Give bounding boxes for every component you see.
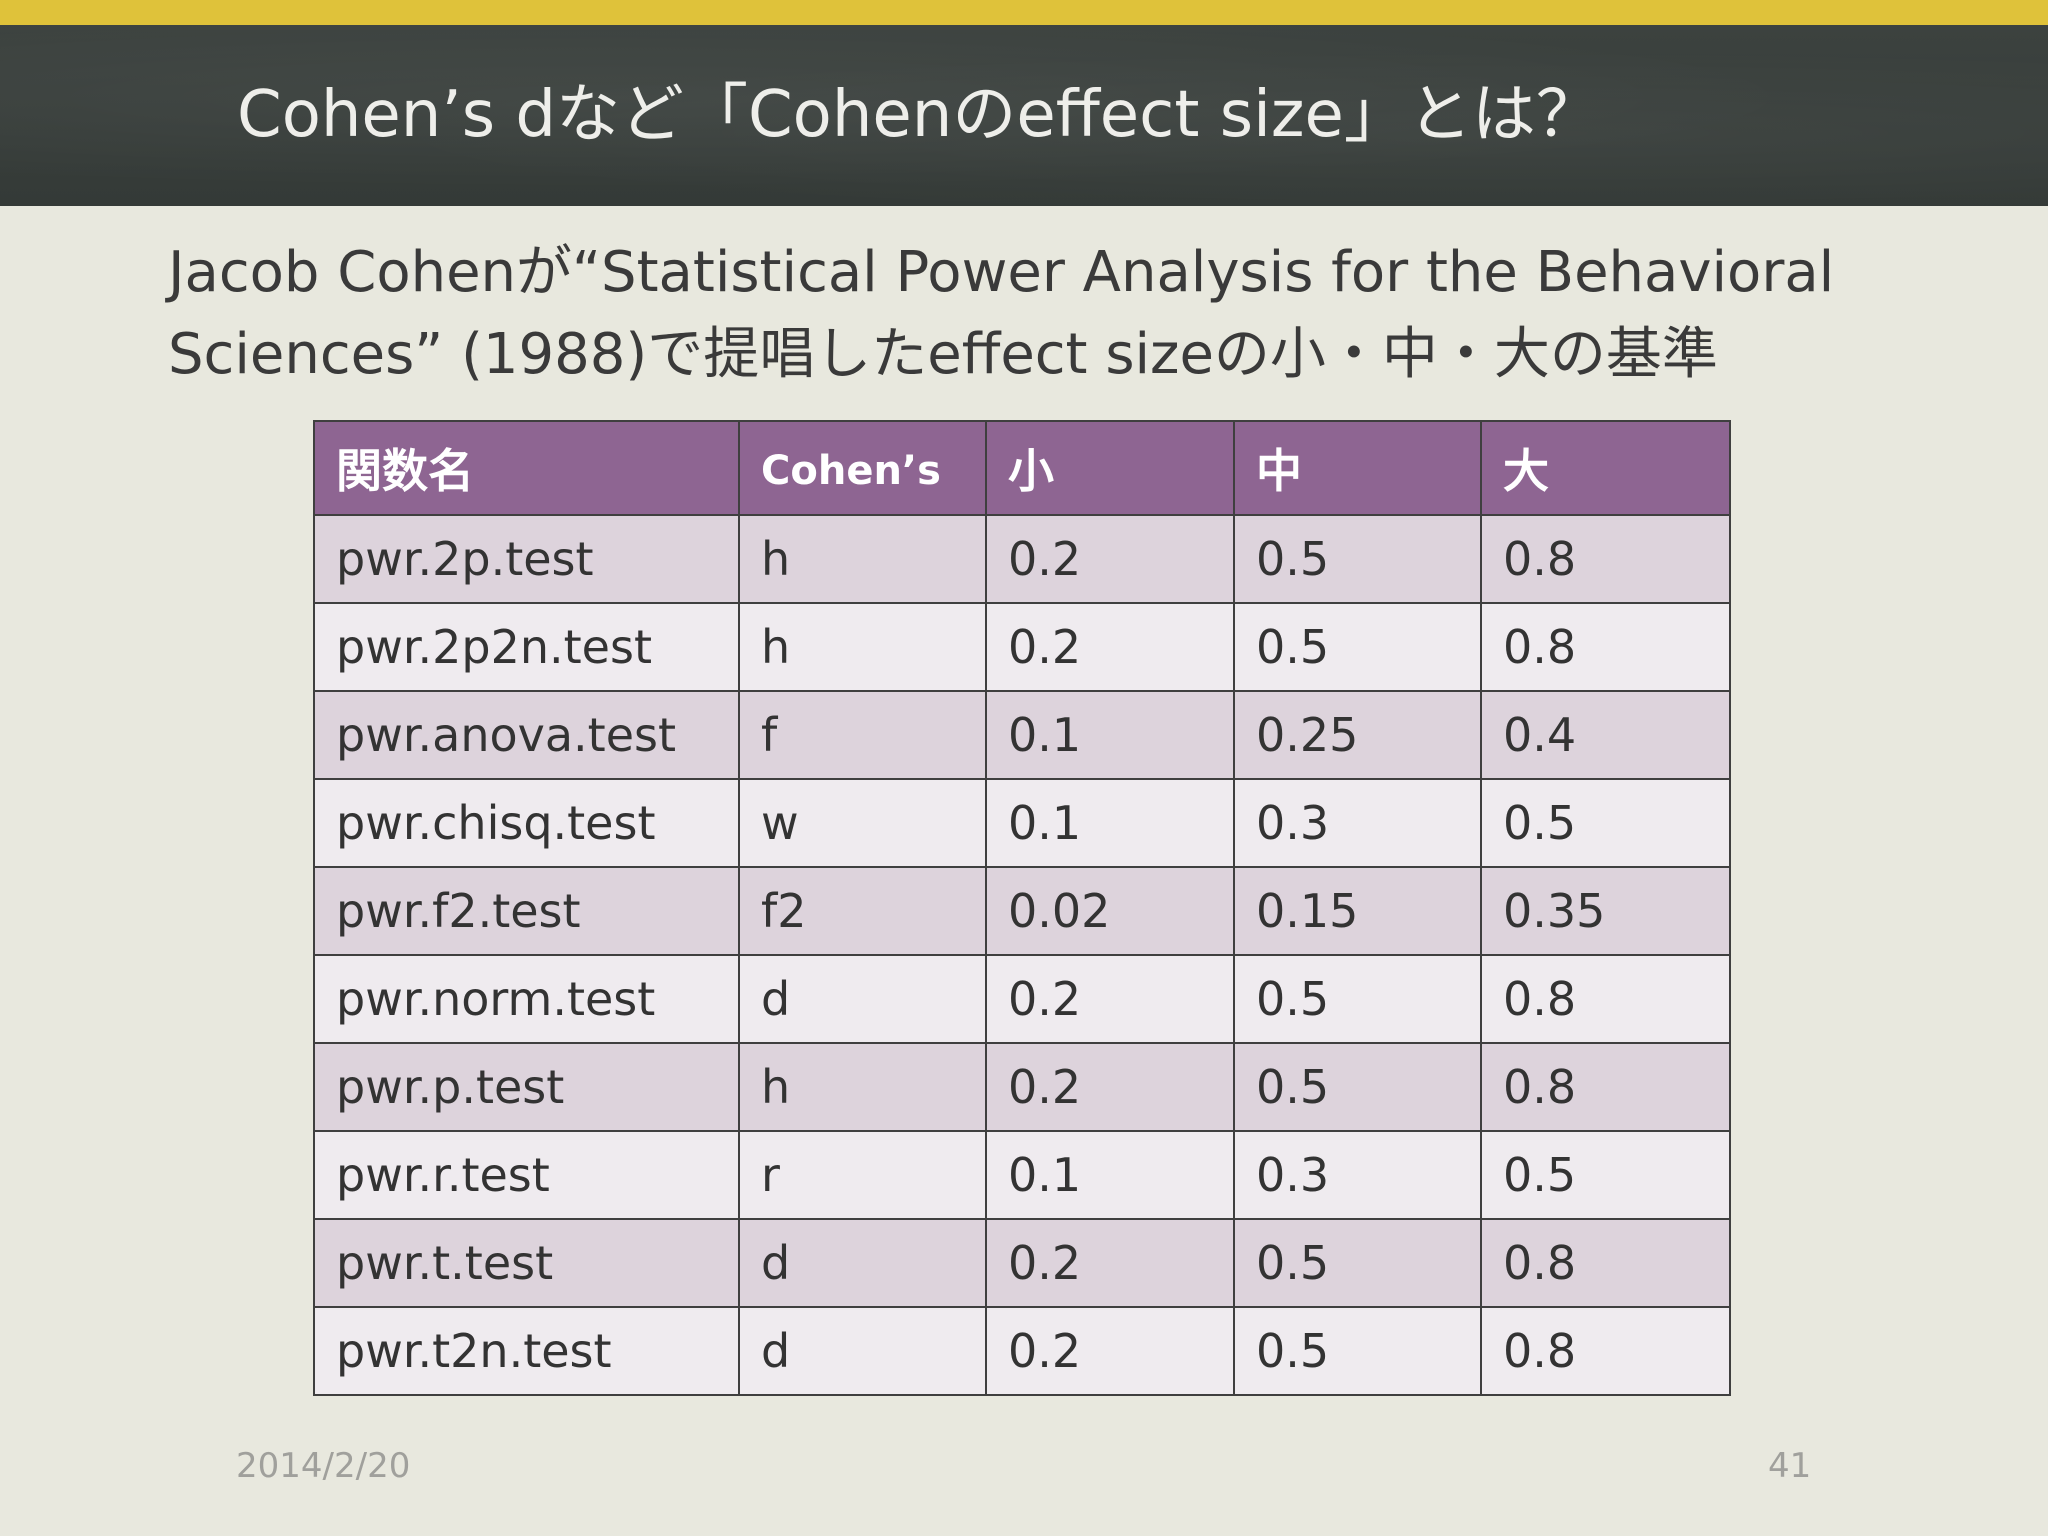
table-row: pwr.anova.test f 0.1 0.25 0.4 [313, 690, 1731, 780]
header-medium: 中 [1233, 420, 1482, 516]
cell-small: 0.2 [985, 1042, 1235, 1132]
table-row: pwr.t2n.test d 0.2 0.5 0.8 [313, 1306, 1731, 1396]
cell-large: 0.8 [1480, 1306, 1731, 1396]
title-band: Cohen’s dなど「Cohenのeffect size」とは？ [0, 25, 2048, 206]
cell-small: 0.1 [985, 690, 1235, 780]
slide-subtitle: Jacob Cohenが“Statistical Power Analysis … [168, 232, 1948, 396]
cell-medium: 0.3 [1233, 778, 1482, 868]
subtitle-line-2: Sciences” (1988)で提唱したeffect sizeの小・中・大の基… [168, 322, 1718, 387]
cell-large: 0.8 [1480, 602, 1731, 692]
cell-cohens: d [738, 954, 987, 1044]
header-large: 大 [1480, 420, 1731, 516]
cell-medium: 0.15 [1233, 866, 1482, 956]
cell-medium: 0.5 [1233, 954, 1482, 1044]
cell-small: 0.2 [985, 1306, 1235, 1396]
cell-function: pwr.t.test [313, 1218, 740, 1308]
cell-medium: 0.5 [1233, 1306, 1482, 1396]
table-row: pwr.p.test h 0.2 0.5 0.8 [313, 1042, 1731, 1132]
accent-bar [0, 0, 2048, 25]
cell-cohens: h [738, 514, 987, 604]
cell-function: pwr.t2n.test [313, 1306, 740, 1396]
cell-medium: 0.25 [1233, 690, 1482, 780]
cell-function: pwr.r.test [313, 1130, 740, 1220]
cell-function: pwr.p.test [313, 1042, 740, 1132]
cell-small: 0.02 [985, 866, 1235, 956]
cell-medium: 0.5 [1233, 514, 1482, 604]
cell-small: 0.2 [985, 954, 1235, 1044]
cell-large: 0.5 [1480, 778, 1731, 868]
cell-cohens: d [738, 1306, 987, 1396]
cell-large: 0.5 [1480, 1130, 1731, 1220]
table-header-row: 関数名 Cohen’s 小 中 大 [313, 420, 1731, 516]
table-row: pwr.f2.test f2 0.02 0.15 0.35 [313, 866, 1731, 956]
page-number: 41 [1768, 1446, 1812, 1486]
cell-small: 0.2 [985, 1218, 1235, 1308]
cell-medium: 0.5 [1233, 602, 1482, 692]
table-row: pwr.2p.test h 0.2 0.5 0.8 [313, 514, 1731, 604]
effect-size-table: 関数名 Cohen’s 小 中 大 pwr.2p.test h 0.2 0.5 … [313, 420, 1731, 1396]
cell-small: 0.2 [985, 602, 1235, 692]
slide-title: Cohen’s dなど「Cohenのeffect size」とは？ [237, 78, 1600, 152]
cell-large: 0.8 [1480, 514, 1731, 604]
header-small: 小 [985, 420, 1235, 516]
cell-medium: 0.3 [1233, 1130, 1482, 1220]
cell-cohens: r [738, 1130, 987, 1220]
table-row: pwr.t.test d 0.2 0.5 0.8 [313, 1218, 1731, 1308]
cell-small: 0.1 [985, 1130, 1235, 1220]
cell-cohens: h [738, 602, 987, 692]
cell-small: 0.1 [985, 778, 1235, 868]
cell-cohens: f [738, 690, 987, 780]
cell-large: 0.35 [1480, 866, 1731, 956]
table-row: pwr.2p2n.test h 0.2 0.5 0.8 [313, 602, 1731, 692]
cell-function: pwr.norm.test [313, 954, 740, 1044]
cell-cohens: d [738, 1218, 987, 1308]
cell-medium: 0.5 [1233, 1218, 1482, 1308]
footer-date: 2014/2/20 [236, 1446, 411, 1486]
cell-function: pwr.anova.test [313, 690, 740, 780]
table-row: pwr.chisq.test w 0.1 0.3 0.5 [313, 778, 1731, 868]
cell-medium: 0.5 [1233, 1042, 1482, 1132]
cell-large: 0.4 [1480, 690, 1731, 780]
table-row: pwr.r.test r 0.1 0.3 0.5 [313, 1130, 1731, 1220]
cell-cohens: f2 [738, 866, 987, 956]
header-function-name: 関数名 [313, 420, 740, 516]
cell-large: 0.8 [1480, 1042, 1731, 1132]
cell-cohens: h [738, 1042, 987, 1132]
header-cohens: Cohen’s [738, 420, 987, 516]
cell-large: 0.8 [1480, 954, 1731, 1044]
cell-cohens: w [738, 778, 987, 868]
cell-function: pwr.2p.test [313, 514, 740, 604]
cell-small: 0.2 [985, 514, 1235, 604]
cell-function: pwr.chisq.test [313, 778, 740, 868]
cell-large: 0.8 [1480, 1218, 1731, 1308]
cell-function: pwr.f2.test [313, 866, 740, 956]
cell-function: pwr.2p2n.test [313, 602, 740, 692]
table-row: pwr.norm.test d 0.2 0.5 0.8 [313, 954, 1731, 1044]
subtitle-line-1: Jacob Cohenが“Statistical Power Analysis … [168, 240, 1835, 305]
